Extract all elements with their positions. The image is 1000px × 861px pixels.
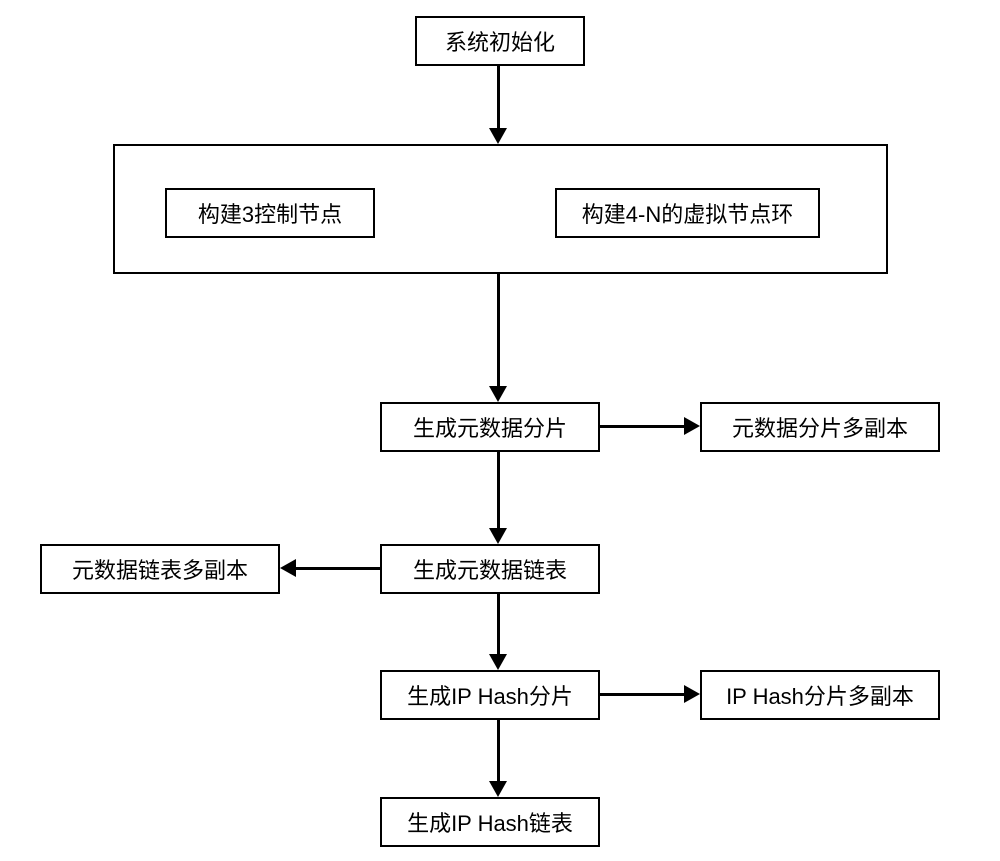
edge-genip-geniplist-head [489,781,507,797]
node-gen-meta-list: 生成元数据链表 [380,544,600,594]
edge-container-genmeta [497,274,500,387]
node-gen-meta-shard-label: 生成元数据分片 [413,411,567,443]
edge-genlist-genip-head [489,654,507,670]
node-meta-list-copy: 元数据链表多副本 [40,544,280,594]
node-init: 系统初始化 [415,16,585,66]
node-gen-ip-shard: 生成IP Hash分片 [380,670,600,720]
node-ip-shard-copy-label: IP Hash分片多副本 [726,679,914,711]
node-meta-list-copy-label: 元数据链表多副本 [72,553,248,585]
edge-init-container [497,66,500,129]
edge-genmeta-genlist-head [489,528,507,544]
node-meta-shard-copy: 元数据分片多副本 [700,402,940,452]
edge-genip-ipcopy [600,693,685,696]
edge-genlist-genip [497,594,500,655]
node-init-label: 系统初始化 [445,25,555,57]
edge-genmeta-genlist [497,452,500,529]
node-gen-ip-shard-label: 生成IP Hash分片 [407,679,573,711]
node-ip-shard-copy: IP Hash分片多副本 [700,670,940,720]
edge-container-genmeta-head [489,386,507,402]
edge-genip-geniplist [497,720,500,782]
node-gen-meta-shard: 生成元数据分片 [380,402,600,452]
edge-genip-ipcopy-head [684,685,700,703]
edge-init-container-head [489,128,507,144]
node-gen-ip-list-label: 生成IP Hash链表 [407,806,573,838]
edge-genmeta-metacopy [600,425,685,428]
node-gen-meta-list-label: 生成元数据链表 [413,553,567,585]
edge-genlist-listcopy [296,567,380,570]
edge-genlist-listcopy-head [280,559,296,577]
node-build4n: 构建4-N的虚拟节点环 [555,188,820,238]
edge-genmeta-metacopy-head [684,417,700,435]
node-meta-shard-copy-label: 元数据分片多副本 [732,411,908,443]
node-gen-ip-list: 生成IP Hash链表 [380,797,600,847]
node-build3-label: 构建3控制节点 [198,197,342,229]
node-build3: 构建3控制节点 [165,188,375,238]
node-build4n-label: 构建4-N的虚拟节点环 [582,197,793,229]
